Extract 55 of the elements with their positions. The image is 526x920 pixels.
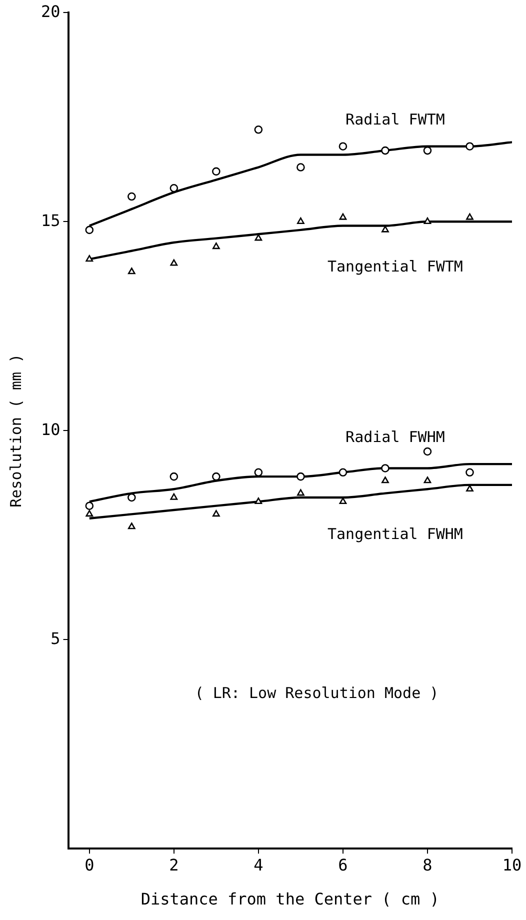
point <box>212 472 220 481</box>
point <box>339 213 347 220</box>
point <box>297 217 304 224</box>
point <box>339 498 347 504</box>
x-tick-label: 2 <box>169 855 179 874</box>
point <box>170 472 178 481</box>
x-tick-label: 0 <box>84 855 94 874</box>
point <box>381 464 390 472</box>
point <box>382 226 389 232</box>
point <box>466 213 474 220</box>
point <box>212 242 220 250</box>
series-label: Tangential FWHM <box>327 525 463 544</box>
x-tick-label: 10 <box>502 855 522 874</box>
text: Tangential FWTM <box>327 258 463 276</box>
point <box>423 447 432 456</box>
point <box>85 502 94 510</box>
point <box>128 192 136 201</box>
point <box>381 146 390 155</box>
point <box>128 268 136 274</box>
series-label: Radial FWHM <box>346 428 445 446</box>
line-series <box>88 484 512 520</box>
series-label: Radial FWTM <box>346 110 445 128</box>
point <box>466 468 474 477</box>
point <box>338 468 348 477</box>
point <box>466 142 474 151</box>
point <box>424 476 432 484</box>
point <box>212 510 220 517</box>
x-tick-label: 4 <box>254 855 264 874</box>
point <box>170 493 178 500</box>
point <box>86 510 94 517</box>
point <box>296 163 305 172</box>
point <box>85 226 94 234</box>
y-tick-label: 10 <box>41 420 60 439</box>
point <box>382 476 389 484</box>
x-axis-title: Distance from the Center ( cm ) <box>140 890 440 909</box>
y-tick-label: 15 <box>41 210 60 230</box>
y-tick-label: 20 <box>41 2 60 21</box>
x-tick-label: 8 <box>422 855 432 874</box>
point <box>170 184 178 192</box>
point <box>297 489 304 496</box>
point <box>128 522 136 530</box>
point <box>254 125 263 134</box>
point <box>254 234 262 241</box>
point <box>338 142 348 151</box>
point <box>424 217 432 224</box>
y-tick-label: 5 <box>50 628 60 648</box>
y-axis-title: Resolution ( mm ) <box>6 354 25 508</box>
annotation: ( LR: Low Resolution Mode ) <box>194 684 439 702</box>
point <box>170 259 178 266</box>
point <box>254 498 262 504</box>
point <box>128 493 136 502</box>
point <box>86 255 94 262</box>
x-tick-label: 6 <box>338 855 348 874</box>
point <box>296 472 305 481</box>
point <box>212 167 220 176</box>
